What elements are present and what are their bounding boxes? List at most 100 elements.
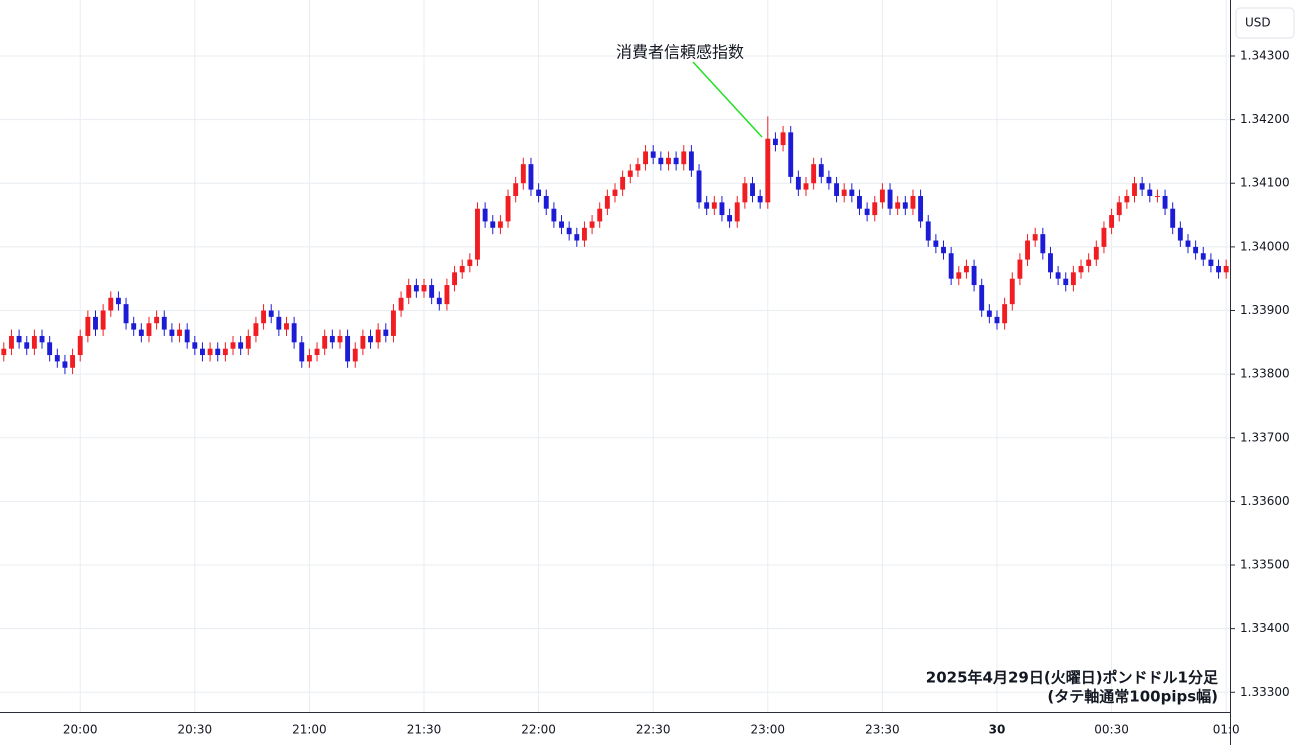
candle-body (994, 316, 1000, 324)
candle-body (681, 151, 687, 165)
candle-body (826, 176, 832, 184)
annotation-line (692, 61, 763, 138)
candle-body (971, 265, 977, 286)
candle-body (551, 208, 557, 222)
candle-body (1093, 246, 1099, 260)
y-tick-label: 1.33500 (1240, 558, 1290, 572)
x-tick-label: 20:30 (178, 723, 213, 737)
candle-body (291, 323, 297, 343)
currency-label[interactable]: USD (1245, 16, 1271, 30)
x-tick-label: 22:30 (636, 723, 671, 737)
candle-body (711, 202, 717, 209)
candle-body (704, 202, 710, 209)
candle-body (238, 342, 244, 349)
candle-body (268, 310, 274, 317)
candle-body (284, 323, 289, 330)
candle-body (245, 335, 251, 349)
candle-body (811, 164, 817, 184)
x-tick-label: 01:0 (1213, 723, 1240, 737)
candle-body (436, 297, 442, 305)
candle-body (131, 323, 137, 330)
candle-body (925, 221, 931, 241)
candle-body (352, 348, 358, 362)
candle-body (314, 348, 320, 356)
y-tick-label: 1.33600 (1240, 494, 1290, 508)
currency-box[interactable] (1235, 7, 1295, 39)
candle-body (108, 297, 114, 311)
candle-body (1132, 183, 1137, 196)
x-tick-label: 23:30 (865, 723, 900, 737)
candle-body (818, 164, 824, 177)
candle-body (933, 240, 939, 247)
candle-body (635, 164, 641, 171)
candle-body (513, 183, 519, 196)
candle-body (627, 170, 633, 177)
candle-body (727, 215, 733, 222)
candle-body (276, 316, 282, 330)
candle-body (650, 151, 656, 158)
candle-body (337, 335, 343, 343)
candle-body (1086, 259, 1092, 266)
candle-body (1208, 259, 1214, 266)
y-tick-label: 1.34200 (1240, 112, 1290, 126)
x-tick-label: 20:00 (63, 723, 98, 737)
candle-body (643, 151, 649, 165)
candle-body (566, 227, 572, 235)
candle-body (1116, 202, 1122, 216)
y-tick-label: 1.33400 (1240, 621, 1290, 635)
candle-body (1063, 278, 1069, 286)
candle-body (329, 335, 335, 343)
candle-body (391, 310, 396, 336)
candle-body (54, 355, 60, 362)
candle-body (100, 310, 106, 330)
candle-body (444, 285, 450, 305)
candle-body (1032, 234, 1038, 241)
candle-body (1216, 265, 1221, 273)
candle-body (620, 176, 626, 190)
candle-body (1055, 272, 1061, 279)
candle-body (1078, 265, 1084, 273)
candle-body (31, 335, 37, 349)
candle-body (765, 138, 771, 203)
candle-body (757, 195, 763, 203)
candle-body (1185, 240, 1191, 247)
candle-body (115, 297, 121, 305)
candle-body (986, 310, 992, 317)
candle-body (528, 164, 534, 190)
candle-body (1147, 189, 1153, 196)
candle-body (666, 157, 671, 165)
grid (0, 0, 1230, 712)
candle-body (834, 183, 839, 196)
candle-body (1154, 195, 1160, 197)
candle-body (750, 183, 755, 196)
candle-body (77, 335, 83, 356)
candles (1, 116, 1229, 375)
candle-body (1162, 195, 1168, 209)
y-tick-label: 1.34100 (1240, 176, 1290, 190)
x-tick-label: 30 (989, 723, 1006, 737)
candle-body (9, 335, 14, 349)
candle-body (505, 195, 511, 222)
candle-body (200, 348, 205, 356)
x-tick-label: 21:30 (407, 723, 442, 737)
candle-body (497, 221, 503, 228)
candle-body (574, 234, 580, 241)
candle-body (1139, 183, 1145, 190)
candle-body (696, 170, 702, 203)
candle-body (467, 259, 473, 266)
x-tick-label: 21:00 (292, 723, 327, 737)
y-tick-label: 1.34000 (1240, 239, 1290, 253)
candle-body (1193, 246, 1199, 254)
candle-body (253, 323, 259, 336)
candle-body (207, 348, 213, 356)
candle-body (123, 304, 129, 324)
candle-body (772, 138, 778, 146)
candle-body (93, 316, 98, 330)
candle-body (948, 253, 954, 279)
candle-body (879, 189, 885, 203)
candle-body (215, 348, 221, 356)
candle-body (452, 272, 458, 286)
y-tick-label: 1.34300 (1240, 48, 1290, 62)
candle-body (24, 342, 30, 349)
y-tick-label: 1.33800 (1240, 367, 1290, 381)
